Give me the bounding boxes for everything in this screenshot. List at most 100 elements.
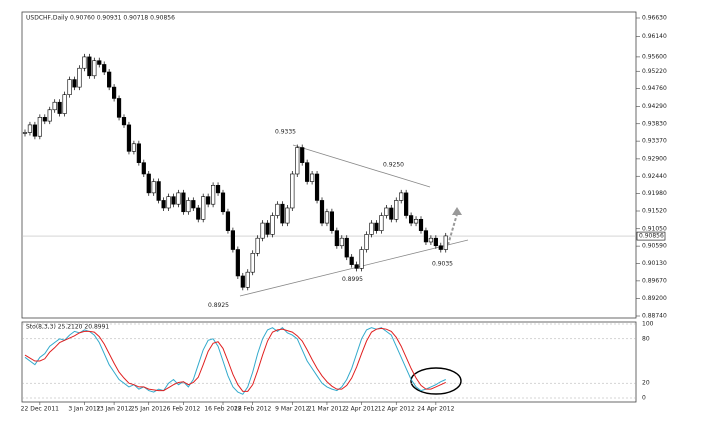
x-tick-label: 6 Feb 2012 [167,406,201,413]
x-tick-label: 2 Apr 2012 [345,406,378,413]
candle [42,117,47,122]
candle [52,101,57,111]
candle [235,249,240,277]
candle [146,173,151,194]
candle [428,237,434,243]
price-annotation: 0.9335 [275,128,296,135]
candle [67,79,72,95]
last-price-box [636,231,666,241]
x-tick-label: 9 Mar 2012 [275,406,309,413]
candle [324,211,330,224]
candle [369,222,374,235]
candle [309,173,315,182]
candle [354,264,359,269]
candle [433,237,438,247]
y-tick-label: 0.91050 [642,225,667,232]
candle [141,162,146,175]
candle [225,211,231,231]
candle [418,219,424,231]
y-tick-label: 0.89670 [642,277,667,284]
y-tick-label: 0.94290 [642,103,667,110]
last-price-label: 0.90856 [639,233,664,240]
indicator-panel [21,321,637,403]
candle [201,196,206,220]
candle [334,230,339,247]
candle [364,234,369,250]
candle [275,203,280,216]
y-tick-label: 0.90590 [642,243,667,250]
candle [121,117,127,126]
candle [37,117,42,137]
candle [107,71,112,88]
y-tick-label: 0.96630 [642,15,667,22]
candle [151,181,156,194]
trendline [292,144,431,188]
indicator-tick-label: 20 [642,380,650,387]
indicator-tick-label: 100 [642,321,654,328]
y-tick-label: 0.90130 [642,260,667,267]
x-tick-label: 24 Apr 2012 [417,406,454,413]
indicator-tick-label: 80 [642,335,650,342]
candle [413,219,419,224]
candle [171,196,176,205]
y-tick-label: 0.95600 [642,53,667,60]
candle [176,192,181,205]
x-tick-label: 22 Dec 2011 [21,406,60,413]
candle [126,124,132,152]
candle [77,67,82,88]
y-tick-label: 0.96140 [642,33,667,40]
y-tick-label: 0.91520 [642,208,667,215]
candle [314,173,320,201]
x-tick-label: 28 Feb 2012 [234,406,272,413]
chart-title: USDCHF,Daily 0.90760 0.90931 0.90718 0.9… [26,15,175,22]
y-tick-label: 0.92440 [642,173,667,180]
y-tick-label: 0.95220 [642,68,667,75]
candle [245,271,250,288]
candle [102,64,107,73]
highlight-ellipse [410,367,462,395]
x-tick-label: 12 Apr 2012 [378,406,415,413]
indicator-tick-label: 0 [642,395,646,402]
x-tick-label: 21 Mar 2012 [308,406,346,413]
price-annotation: 0.8925 [208,302,229,309]
price-annotation: 0.8995 [342,276,363,283]
candle [220,192,226,213]
candle [166,196,171,209]
candle [394,200,399,220]
candle [443,235,448,250]
candle [319,200,325,224]
candle [290,173,295,209]
candle [349,256,354,265]
candle [438,245,443,250]
candle [240,275,245,288]
candle [423,230,429,243]
candle [97,60,102,65]
candle [215,185,221,194]
forecast-arrow [447,213,458,246]
y-tick-label: 0.94760 [642,85,667,92]
candle [305,162,310,182]
candle [112,86,117,99]
candle [359,249,364,269]
candle [255,237,260,254]
candle [72,79,77,88]
candle [399,192,404,201]
candle [191,200,196,209]
candle [27,124,33,133]
candle [379,215,384,231]
candle [62,94,67,114]
candle [270,215,275,235]
candle [329,211,335,231]
x-tick-label: 25 Jan 2012 [131,406,167,413]
candle [384,207,389,216]
candle [374,222,379,231]
trendlines [239,144,469,395]
candle [206,196,211,205]
candle [260,222,265,239]
indicator-title: Sto(8,3,3) 25.2120 20.8991 [26,324,109,331]
candle [22,132,28,134]
candle [87,56,92,77]
candle [250,253,255,273]
candle [82,56,87,69]
